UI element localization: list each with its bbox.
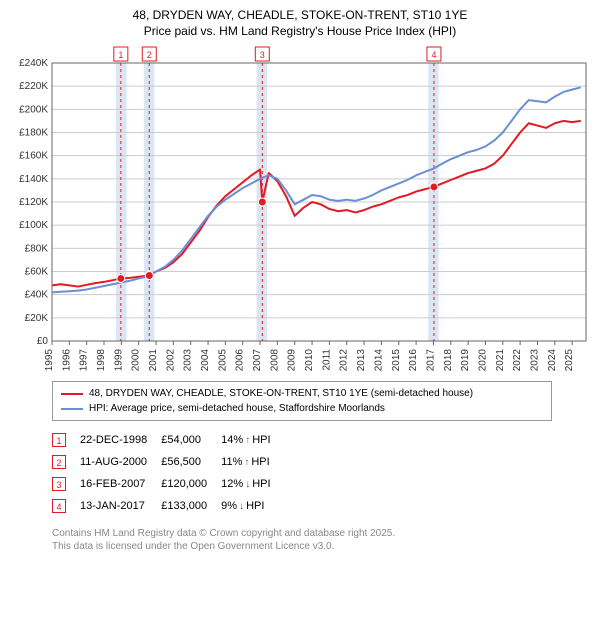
svg-text:2008: 2008 <box>269 349 280 372</box>
sale-marker-icon: 4 <box>52 499 66 513</box>
svg-text:£0: £0 <box>37 336 49 347</box>
svg-text:2013: 2013 <box>356 349 367 372</box>
svg-text:2020: 2020 <box>477 349 488 372</box>
legend: 48, DRYDEN WAY, CHEADLE, STOKE-ON-TRENT,… <box>52 381 552 421</box>
svg-text:2021: 2021 <box>495 349 506 372</box>
svg-text:2: 2 <box>147 50 152 60</box>
arrow-up-icon: ↑ <box>244 457 249 468</box>
svg-text:2024: 2024 <box>547 349 558 372</box>
table-row: 1 22-DEC-1998£54,00014%↑HPI <box>52 429 285 451</box>
arrow-down-icon: ↓ <box>245 479 250 490</box>
sale-marker-icon: 1 <box>52 433 66 447</box>
sale-delta: 12%↓HPI <box>221 478 270 490</box>
svg-text:2010: 2010 <box>304 349 315 372</box>
svg-text:2016: 2016 <box>408 349 419 372</box>
legend-label: HPI: Average price, semi-detached house,… <box>89 401 385 416</box>
sale-price: £120,000 <box>161 473 221 495</box>
svg-text:2001: 2001 <box>148 349 159 372</box>
svg-text:1: 1 <box>118 50 123 60</box>
svg-text:2009: 2009 <box>287 349 298 372</box>
sale-price: £133,000 <box>161 495 221 517</box>
svg-text:2005: 2005 <box>217 349 228 372</box>
sale-marker-icon: 2 <box>52 455 66 469</box>
table-row: 3 16-FEB-2007£120,00012%↓HPI <box>52 473 285 495</box>
footer-line-2: This data is licensed under the Open Gov… <box>52 540 592 553</box>
sale-date: 13-JAN-2017 <box>80 495 161 517</box>
svg-text:4: 4 <box>431 50 436 60</box>
sale-date: 22-DEC-1998 <box>80 429 161 451</box>
svg-text:2007: 2007 <box>252 349 263 372</box>
svg-text:1999: 1999 <box>113 349 124 372</box>
chart-title-block: 48, DRYDEN WAY, CHEADLE, STOKE-ON-TRENT,… <box>8 8 592 39</box>
arrow-down-icon: ↓ <box>239 501 244 512</box>
svg-text:2000: 2000 <box>131 349 142 372</box>
sale-price: £56,500 <box>161 451 221 473</box>
svg-text:2012: 2012 <box>339 349 350 372</box>
svg-text:2011: 2011 <box>321 349 332 371</box>
svg-text:2003: 2003 <box>183 349 194 372</box>
svg-text:2023: 2023 <box>529 349 540 372</box>
legend-swatch <box>61 393 83 395</box>
svg-text:£140K: £140K <box>19 174 48 185</box>
svg-text:1998: 1998 <box>96 349 107 372</box>
table-row: 2 11-AUG-2000£56,50011%↑HPI <box>52 451 285 473</box>
svg-text:£20K: £20K <box>25 313 49 324</box>
svg-text:£160K: £160K <box>19 151 48 162</box>
price-chart: £0 £20K £40K £60K £80K £100K £120K £140K £160K £1… <box>8 45 592 375</box>
sale-delta: 14%↑HPI <box>221 434 270 446</box>
arrow-up-icon: ↑ <box>245 435 250 446</box>
svg-text:2004: 2004 <box>200 349 211 372</box>
legend-swatch <box>61 408 83 410</box>
chart-container: £0 £20K £40K £60K £80K £100K £120K £140K £160K £1… <box>8 45 592 375</box>
svg-text:£240K: £240K <box>19 58 48 69</box>
svg-text:1995: 1995 <box>44 349 55 372</box>
svg-text:2022: 2022 <box>512 349 523 372</box>
title-line-1: 48, DRYDEN WAY, CHEADLE, STOKE-ON-TRENT,… <box>8 8 592 24</box>
svg-text:£220K: £220K <box>19 81 48 92</box>
legend-row: 48, DRYDEN WAY, CHEADLE, STOKE-ON-TRENT,… <box>61 386 543 401</box>
footer-line-1: Contains HM Land Registry data © Crown c… <box>52 527 592 540</box>
footer-attribution: Contains HM Land Registry data © Crown c… <box>52 527 592 553</box>
svg-text:£180K: £180K <box>19 128 48 139</box>
svg-text:3: 3 <box>260 50 265 60</box>
svg-text:2018: 2018 <box>443 349 454 372</box>
svg-text:2019: 2019 <box>460 349 471 372</box>
sale-marker-icon: 3 <box>52 477 66 491</box>
svg-text:2014: 2014 <box>373 349 384 372</box>
svg-text:£200K: £200K <box>19 105 48 116</box>
svg-text:2002: 2002 <box>165 349 176 372</box>
sale-date: 16-FEB-2007 <box>80 473 161 495</box>
svg-text:2025: 2025 <box>564 349 575 372</box>
svg-text:2015: 2015 <box>391 349 402 372</box>
svg-text:2006: 2006 <box>235 349 246 372</box>
svg-text:£120K: £120K <box>19 197 48 208</box>
svg-text:£60K: £60K <box>25 267 49 278</box>
svg-text:1997: 1997 <box>79 349 90 372</box>
sale-date: 11-AUG-2000 <box>80 451 161 473</box>
svg-text:£80K: £80K <box>25 244 49 255</box>
svg-text:£40K: £40K <box>25 290 49 301</box>
sales-table: 1 22-DEC-1998£54,00014%↑HPI 2 11-AUG-2000£5… <box>52 429 285 517</box>
legend-label: 48, DRYDEN WAY, CHEADLE, STOKE-ON-TRENT,… <box>89 386 473 401</box>
svg-text:1996: 1996 <box>61 349 72 372</box>
table-row: 4 13-JAN-2017£133,0009%↓HPI <box>52 495 285 517</box>
sale-delta: 9%↓HPI <box>221 500 264 512</box>
svg-text:2017: 2017 <box>425 349 436 372</box>
sale-delta: 11%↑HPI <box>221 456 270 468</box>
title-line-2: Price paid vs. HM Land Registry's House … <box>8 24 592 40</box>
legend-row: HPI: Average price, semi-detached house,… <box>61 401 543 416</box>
svg-text:£100K: £100K <box>19 220 48 231</box>
sale-price: £54,000 <box>161 429 221 451</box>
